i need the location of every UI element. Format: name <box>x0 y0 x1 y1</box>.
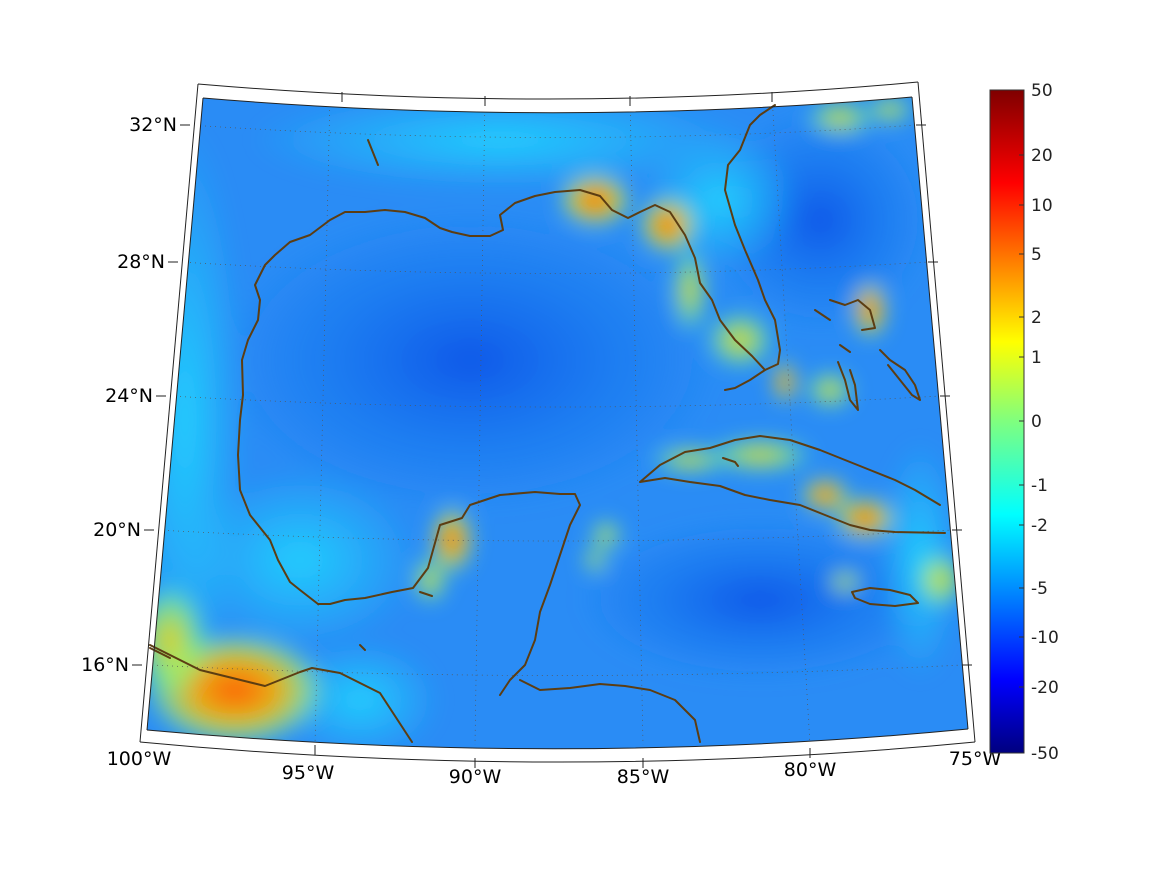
longitude-labels: 100°W 95°W 90°W 85°W 80°W 75°W <box>107 748 1002 788</box>
colorbar-label-50: 50 <box>1031 81 1053 101</box>
colorbar-label-0: 0 <box>1031 412 1042 432</box>
coastline <box>149 104 946 743</box>
lat-label-24n: 24°N <box>105 385 153 407</box>
colorbar-label-neg2: -2 <box>1031 516 1048 536</box>
lon-label-75w: 75°W <box>949 748 1002 770</box>
colorbar-label-10: 10 <box>1031 196 1053 216</box>
colorbar-label-neg1: -1 <box>1031 476 1048 496</box>
latitude-labels: 32°N 28°N 24°N 20°N 16°N <box>81 114 177 676</box>
lat-label-28n: 28°N <box>117 251 165 273</box>
colorbar-label-neg20: -20 <box>1031 678 1059 698</box>
colorbar-label-5: 5 <box>1031 245 1042 265</box>
data-field <box>147 97 968 749</box>
colorbar-label-neg50: -50 <box>1031 744 1059 764</box>
colorbar-label-20: 20 <box>1031 146 1053 166</box>
map-frame <box>132 81 976 768</box>
lon-label-80w: 80°W <box>784 759 837 781</box>
colorbar-label-1: 1 <box>1031 348 1042 368</box>
lat-label-20n: 20°N <box>93 519 141 541</box>
colorbar-ramp <box>989 89 1025 754</box>
lon-label-95w: 95°W <box>282 762 335 784</box>
lon-label-85w: 85°W <box>617 766 670 788</box>
colorbar-label-2: 2 <box>1031 308 1042 328</box>
colorbar-label-neg5: -5 <box>1031 579 1048 599</box>
lat-label-16n: 16°N <box>81 654 129 676</box>
lon-label-90w: 90°W <box>449 766 502 788</box>
lat-label-32n: 32°N <box>129 114 177 136</box>
lon-label-100w: 100°W <box>107 748 172 770</box>
colorbar: 50 20 10 5 2 1 0 -1 -2 -5 -10 -20 -50 <box>989 81 1059 764</box>
graticule <box>151 97 963 746</box>
colorbar-label-neg10: -10 <box>1031 628 1059 648</box>
